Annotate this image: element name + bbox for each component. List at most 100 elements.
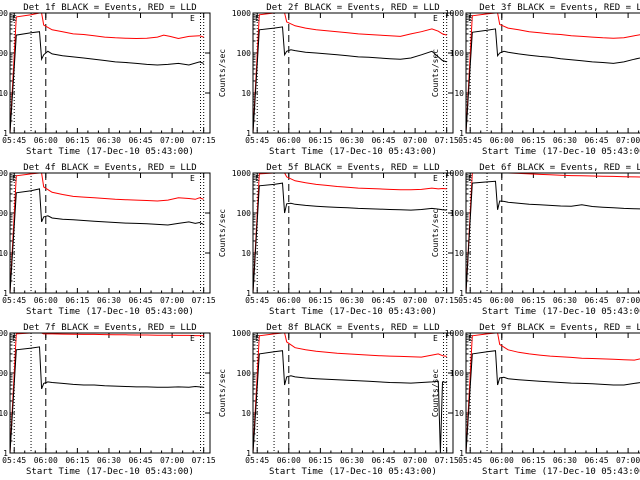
y-tick-label: 10 [0, 409, 8, 418]
plot-frame [252, 12, 454, 134]
x-tick-label: 07:15 [435, 136, 459, 145]
chart-title: Det 2f BLACK = Events, RED = LLD [266, 3, 439, 13]
x-tick-label: 07:00 [160, 136, 184, 145]
x-tick-label: 07:15 [435, 296, 459, 305]
x-tick-label: 06:15 [65, 136, 89, 145]
x-axis-label: Start Time (17-Dec-10 05:43:00) [26, 467, 194, 477]
chart-panel: Det 9f BLACK = Events, RED = LLD Counts/s… [431, 323, 640, 477]
x-tick-label: 06:30 [340, 456, 364, 465]
chart-panel: Det 3f BLACK = Events, RED = LLD Counts/s… [431, 3, 640, 157]
series-line-events [9, 188, 204, 294]
y-tick-label: 1 [246, 129, 251, 138]
y-tick-label: 1 [459, 289, 464, 298]
series-line-lld [252, 172, 447, 294]
x-tick-label: 07:15 [435, 456, 459, 465]
chart-title: Det 4f BLACK = Events, RED = LLD [23, 163, 196, 173]
legend-mark: E [12, 174, 17, 183]
x-tick-label: 06:00 [34, 456, 58, 465]
x-tick-label: 06:15 [521, 456, 545, 465]
y-tick-label: 100 [450, 209, 465, 218]
x-tick-label: 07:15 [192, 136, 216, 145]
legend-mark: E [433, 174, 438, 183]
y-tick-label: 1 [459, 449, 464, 458]
series-line-events [465, 28, 640, 134]
chart-title: Det 1f BLACK = Events, RED = LLD [23, 3, 196, 13]
chart-panel: Det 4f BLACK = Events, RED = LLDCounts/s… [0, 163, 216, 317]
y-axis-label: Counts/sec [218, 49, 227, 97]
y-tick-label: 10 [454, 409, 464, 418]
series-line-events [465, 350, 640, 454]
x-tick-label: 06:15 [65, 456, 89, 465]
y-tick-label: 100 [237, 369, 252, 378]
chart-title: Det 7f BLACK = Events, RED = LLD [23, 323, 196, 333]
chart-panel: Det 8f BLACK = Events, RED = LLD Counts/s… [218, 323, 459, 477]
x-tick-label: 06:45 [584, 296, 608, 305]
y-tick-label: 1 [3, 449, 8, 458]
y-tick-label: 1000 [232, 329, 251, 338]
series-line-lld [252, 12, 447, 134]
x-tick-label: 06:00 [277, 456, 301, 465]
x-tick-label: 07:15 [192, 456, 216, 465]
series-line-events [9, 346, 204, 454]
y-tick-label: 1 [3, 129, 8, 138]
x-tick-label: 06:30 [553, 296, 577, 305]
x-tick-label: 06:00 [277, 136, 301, 145]
series-line-events [252, 26, 447, 134]
x-tick-label: 06:00 [490, 456, 514, 465]
y-tick-label: 1000 [0, 329, 8, 338]
y-tick-label: 1 [459, 129, 464, 138]
series-line-events [9, 31, 204, 134]
legend-mark: E [190, 334, 195, 343]
x-tick-label: 06:30 [340, 296, 364, 305]
legend-mark: E [255, 334, 260, 343]
chart-title: Det 3f BLACK = Events, RED = LLD [479, 3, 640, 13]
x-tick-label: 06:45 [371, 296, 395, 305]
legend-mark: E [468, 174, 473, 183]
x-tick-label: 06:30 [340, 136, 364, 145]
y-tick-label: 100 [450, 369, 465, 378]
series-line-events [252, 350, 447, 454]
x-tick-label: 06:15 [308, 296, 332, 305]
y-axis-label: Counts/sec [431, 209, 440, 257]
chart-panel: Det 6f BLACK = Events, RED = LLD Counts/s… [431, 163, 640, 317]
x-tick-label: 05:45 [245, 136, 269, 145]
x-axis-label: Start Time (17-Dec-10 05:43:00) [26, 147, 194, 157]
x-tick-label: 07:00 [160, 456, 184, 465]
plot-frame [9, 172, 211, 294]
x-tick-label: 06:15 [308, 456, 332, 465]
y-tick-label: 100 [0, 209, 8, 218]
x-axis-label: Start Time (17-Dec-10 05:43:00) [269, 307, 437, 317]
series-line-events [252, 182, 447, 294]
x-tick-label: 06:15 [521, 136, 545, 145]
series-line-events [465, 180, 640, 294]
legend-mark: E [255, 174, 260, 183]
y-tick-label: 10 [241, 249, 251, 258]
chart-title: Det 8f BLACK = Events, RED = LLD [266, 323, 439, 333]
x-tick-label: 07:00 [403, 136, 427, 145]
series-line-lld [465, 172, 640, 294]
y-axis-label: Counts/sec [218, 369, 227, 417]
x-tick-label: 06:15 [521, 296, 545, 305]
legend-mark: E [468, 334, 473, 343]
y-tick-label: 100 [0, 369, 8, 378]
y-tick-label: 1 [246, 289, 251, 298]
y-tick-label: 10 [241, 89, 251, 98]
y-tick-label: 1000 [0, 169, 8, 178]
x-tick-label: 06:45 [128, 456, 152, 465]
x-tick-label: 06:30 [97, 136, 121, 145]
chart-panel: Det 7f BLACK = Events, RED = LLDCounts/s… [0, 323, 216, 477]
x-tick-label: 06:00 [490, 296, 514, 305]
x-tick-label: 07:00 [616, 136, 640, 145]
chart-panel: Det 2f BLACK = Events, RED = LLD Counts/s… [218, 3, 459, 157]
x-tick-label: 06:30 [553, 456, 577, 465]
x-tick-label: 06:45 [371, 136, 395, 145]
chart-panel: Det 5f BLACK = Events, RED = LLD Counts/s… [218, 163, 459, 317]
x-axis-label: Start Time (17-Dec-10 05:43:00) [269, 147, 437, 157]
legend-mark: E [433, 14, 438, 23]
x-tick-label: 07:00 [616, 296, 640, 305]
y-tick-label: 10 [454, 89, 464, 98]
series-line-lld [9, 12, 204, 134]
y-tick-label: 1000 [232, 169, 251, 178]
x-axis-label: Start Time (17-Dec-10 05:43:00) [26, 307, 194, 317]
plot-frame [465, 332, 640, 454]
